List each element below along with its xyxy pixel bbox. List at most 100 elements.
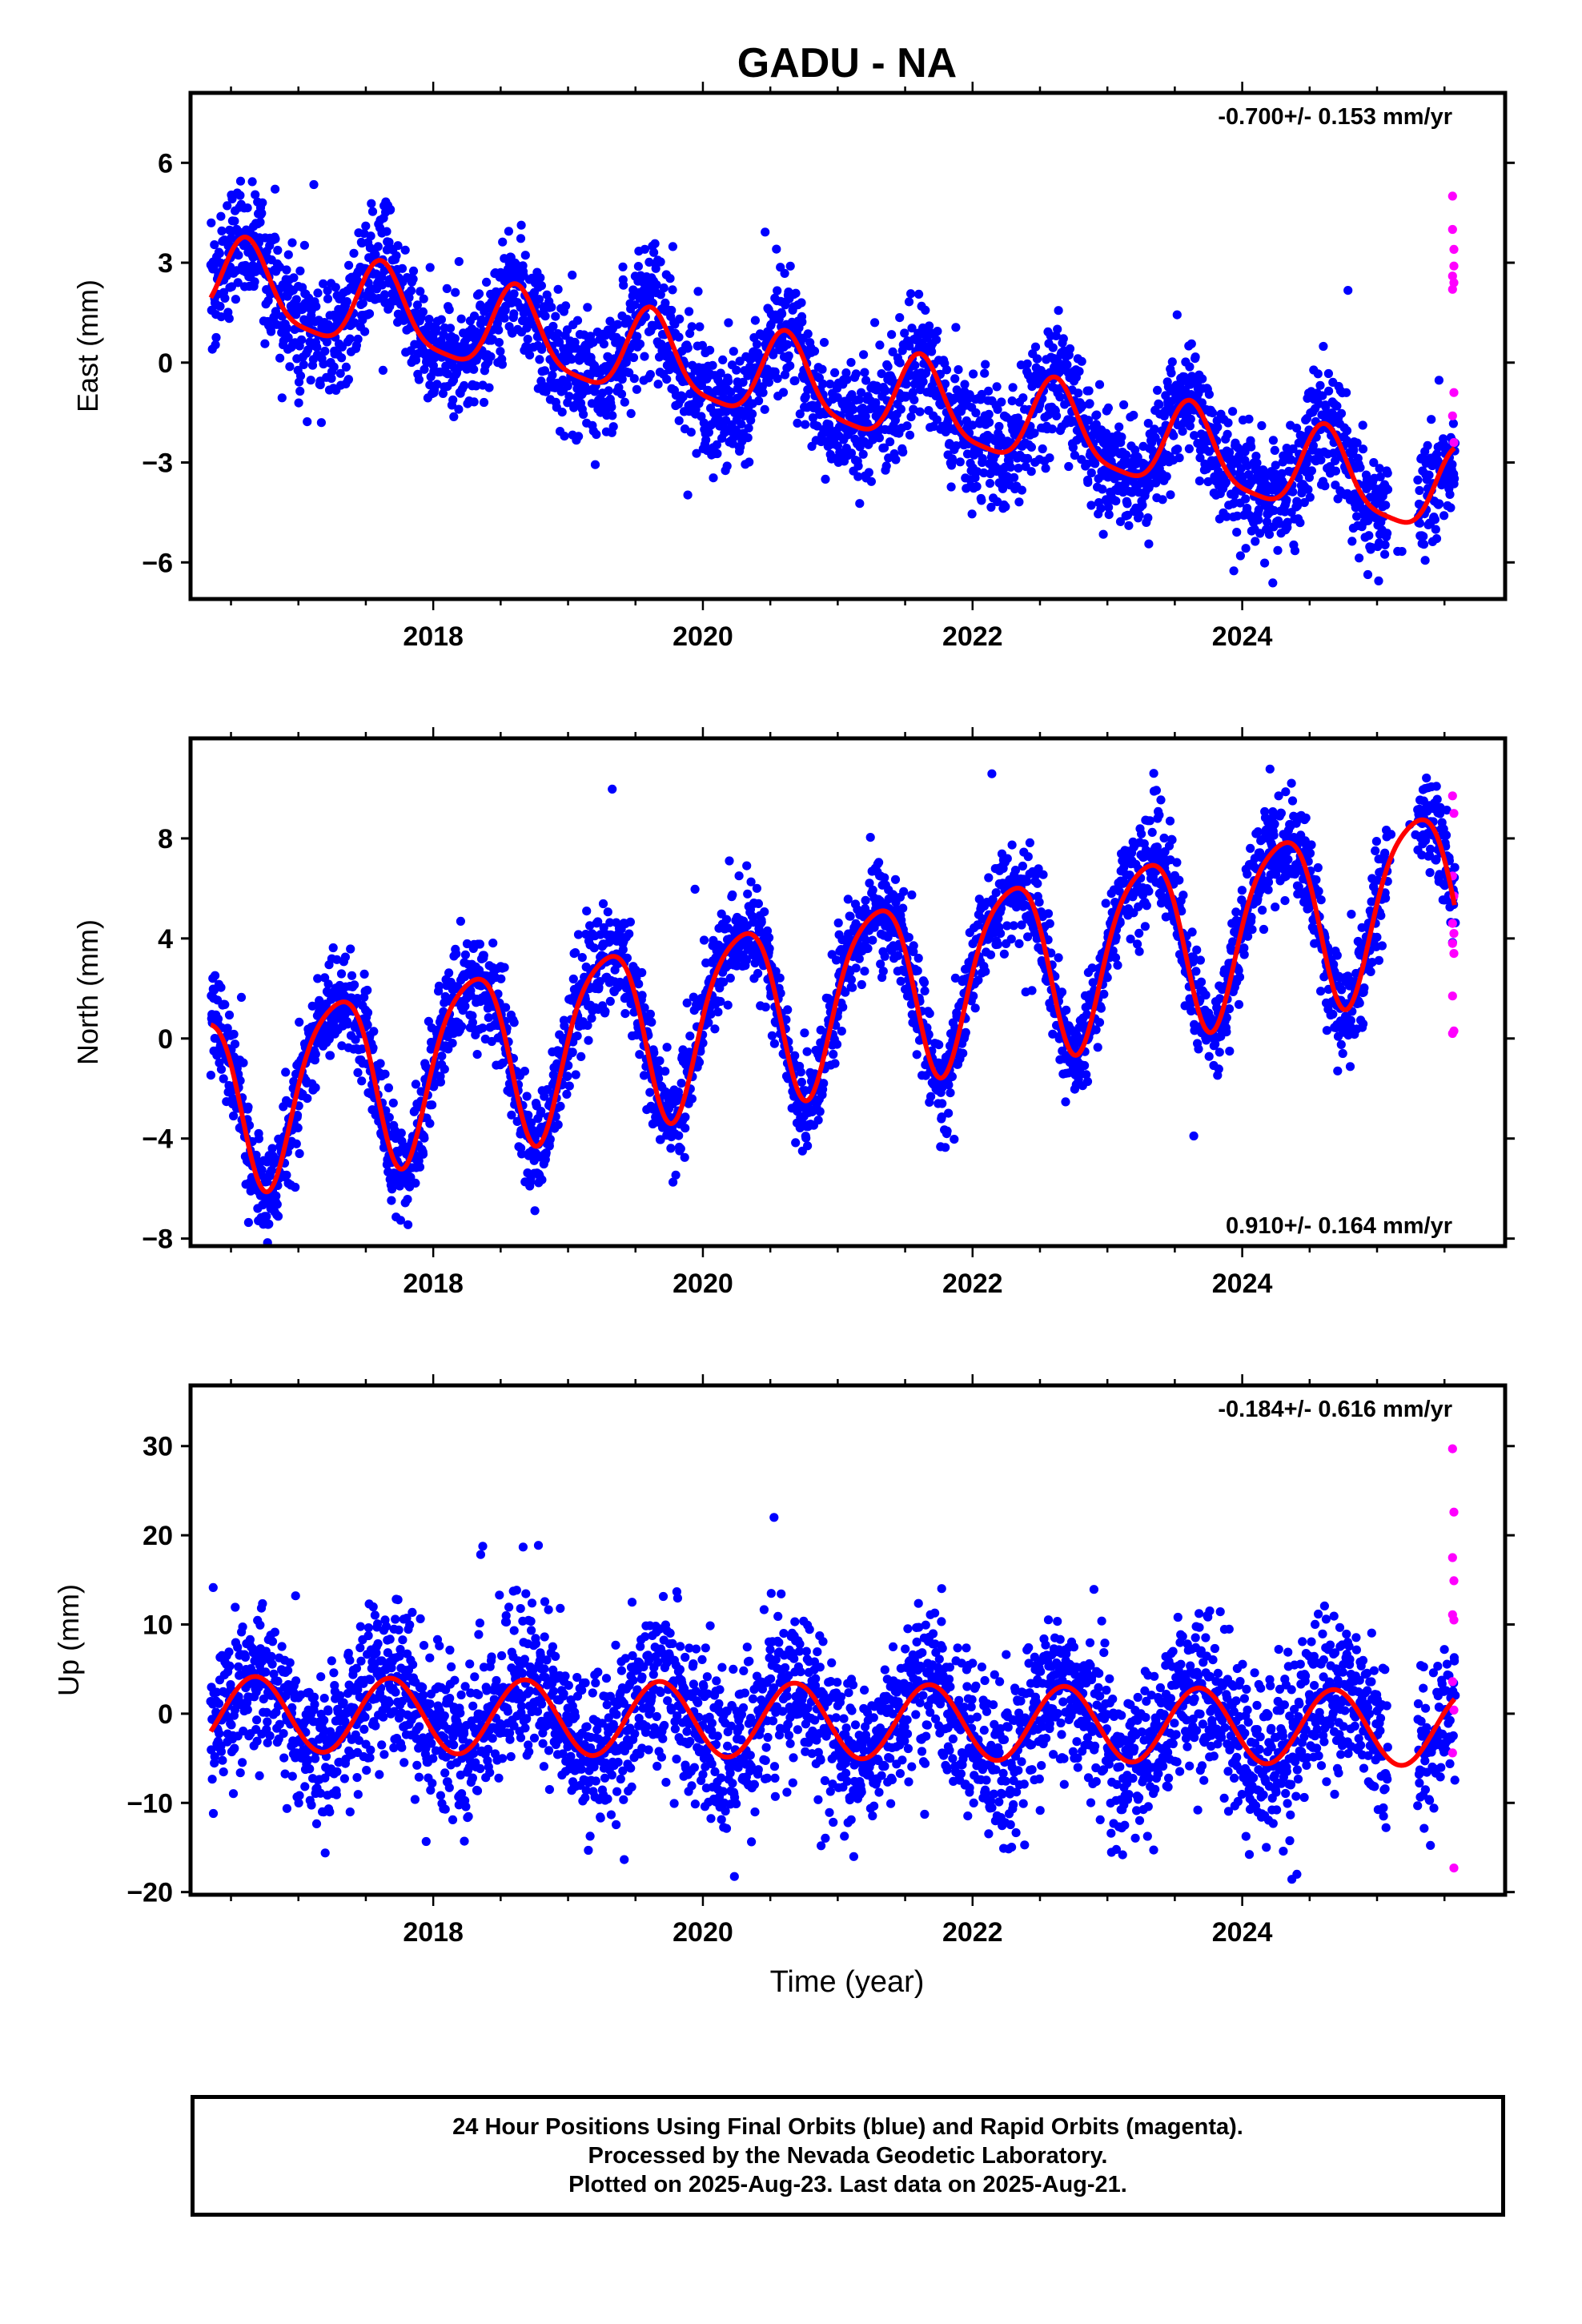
final-orbit-point	[353, 334, 363, 344]
final-orbit-point	[901, 380, 911, 389]
final-orbit-point	[1447, 460, 1457, 469]
final-orbit-point	[257, 208, 267, 218]
final-orbit-point	[346, 944, 355, 954]
final-orbit-point	[323, 286, 332, 296]
final-orbit-point	[1303, 453, 1313, 463]
final-orbit-point	[408, 274, 418, 283]
final-orbit-point	[404, 1220, 413, 1229]
final-orbit-point	[1427, 415, 1436, 424]
final-orbit-point	[1033, 354, 1042, 364]
final-orbit-point	[880, 951, 889, 961]
rapid-orbit-point	[1447, 411, 1457, 420]
final-orbit-point	[878, 967, 888, 976]
final-orbit-point	[692, 448, 701, 458]
final-orbit-point	[841, 368, 851, 378]
x-tick-label: 2022	[942, 621, 1003, 652]
final-orbit-point	[479, 951, 488, 960]
final-orbit-point	[1124, 521, 1134, 530]
final-orbit-point	[718, 355, 728, 364]
final-orbit-point	[577, 953, 587, 963]
final-orbit-point	[1383, 485, 1393, 494]
final-orbit-point	[1086, 468, 1096, 478]
final-orbit-point	[624, 929, 634, 939]
final-orbit-point	[363, 1020, 372, 1030]
final-orbit-point	[853, 472, 863, 481]
final-orbit-point	[613, 320, 623, 329]
final-orbit-point	[780, 370, 790, 380]
final-orbit-point	[267, 1144, 277, 1153]
final-orbit-point	[980, 368, 990, 378]
final-orbit-point	[589, 943, 599, 953]
final-orbit-point	[765, 943, 774, 954]
final-orbit-point	[234, 251, 243, 260]
final-orbit-point	[1167, 357, 1177, 367]
final-orbit-point	[262, 1212, 271, 1221]
final-orbit-point	[388, 1098, 398, 1108]
final-orbit-point	[1352, 438, 1362, 448]
final-orbit-point	[848, 983, 857, 992]
final-orbit-point	[574, 432, 584, 441]
final-orbit-point	[1030, 428, 1039, 438]
final-orbit-point	[968, 420, 978, 430]
final-orbit-point	[753, 899, 764, 908]
final-orbit-point	[411, 1080, 421, 1089]
final-orbit-point	[732, 365, 741, 375]
final-orbit-point	[418, 1149, 428, 1159]
final-orbit-point	[773, 286, 782, 296]
final-orbit-point	[1150, 432, 1160, 443]
final-orbit-point	[1369, 458, 1379, 468]
final-orbit-point	[604, 386, 613, 396]
final-orbit-point	[620, 397, 629, 407]
final-orbit-point	[1172, 310, 1182, 320]
final-orbit-point	[419, 294, 428, 304]
final-orbit-point	[671, 1170, 681, 1180]
final-orbit-point	[905, 430, 915, 440]
final-orbit-point	[726, 387, 736, 397]
final-orbit-point	[801, 392, 810, 401]
final-orbit-point	[292, 1111, 303, 1120]
final-orbit-point	[1173, 444, 1182, 454]
final-orbit-point	[626, 408, 636, 418]
final-orbit-point	[1162, 472, 1171, 481]
final-orbit-point	[1129, 410, 1138, 420]
final-orbit-point	[701, 435, 711, 445]
final-orbit-point	[545, 1135, 555, 1144]
final-orbit-point	[572, 316, 583, 325]
final-orbit-point	[403, 1195, 412, 1204]
final-orbit-point	[1413, 475, 1423, 485]
final-orbit-point	[851, 963, 861, 973]
final-orbit-point	[1415, 485, 1424, 496]
final-orbit-point	[905, 341, 914, 351]
final-orbit-point	[457, 1022, 467, 1031]
final-orbit-point	[870, 318, 880, 328]
final-orbit-point	[396, 1128, 406, 1138]
final-orbit-point	[235, 176, 246, 186]
final-orbit-point	[568, 974, 578, 984]
final-orbit-point	[1448, 419, 1458, 428]
final-orbit-point	[568, 270, 577, 280]
final-orbit-point	[754, 396, 764, 406]
final-orbit-point	[1289, 616, 1298, 625]
final-orbit-point	[1331, 456, 1340, 466]
final-orbit-point	[985, 417, 994, 428]
final-orbit-point	[652, 280, 661, 290]
final-orbit-point	[267, 327, 276, 336]
final-orbit-point	[1380, 540, 1390, 550]
final-orbit-point	[1055, 392, 1065, 402]
final-orbit-point	[1062, 360, 1072, 370]
final-orbit-point	[1131, 459, 1141, 468]
final-orbit-point	[530, 1206, 540, 1216]
final-orbit-point	[230, 1039, 240, 1049]
final-orbit-point	[1431, 534, 1442, 544]
final-orbit-point	[250, 277, 259, 287]
final-orbit-point	[1282, 495, 1291, 505]
final-orbit-point	[291, 295, 301, 304]
final-orbit-point	[659, 283, 669, 293]
final-orbit-point	[605, 996, 615, 1006]
final-orbit-point	[761, 1002, 770, 1012]
final-orbit-point	[1316, 455, 1326, 465]
final-orbit-point	[757, 917, 766, 927]
final-orbit-point	[797, 317, 807, 327]
final-orbit-point	[277, 393, 287, 403]
final-orbit-point	[1030, 342, 1041, 352]
